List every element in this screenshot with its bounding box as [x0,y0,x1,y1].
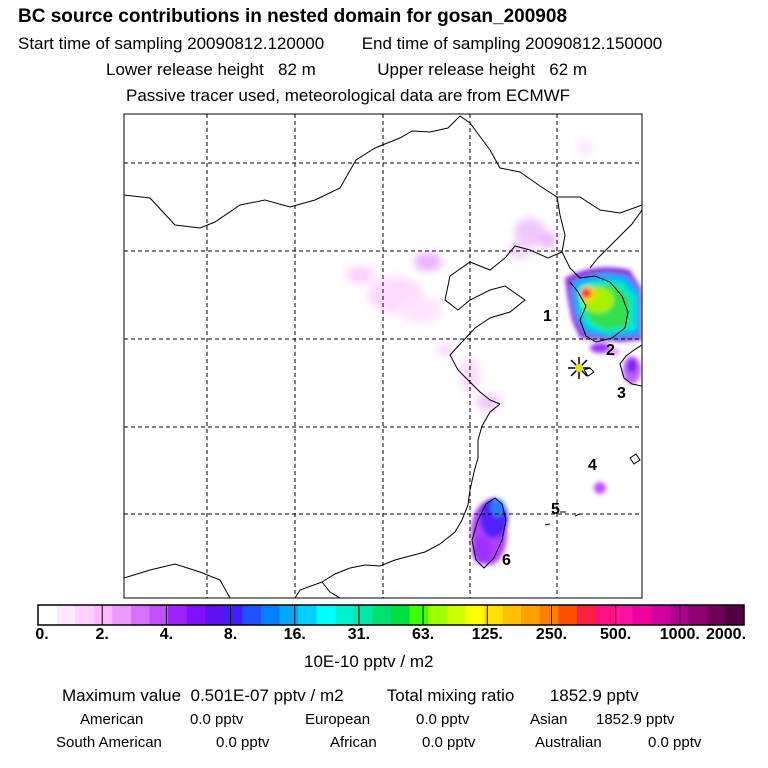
colorbar-cell [391,605,411,625]
colorbar-cell [539,605,559,625]
region-asian-name: Asian [530,711,568,728]
colorbar-cell [75,605,95,625]
receptor-marker-gosan [568,357,590,379]
colorbar-cell [428,605,448,625]
colorbar-tick-label: 8. [223,626,238,643]
summary-max-row: Maximum value 0.501E-07 pptv / m2 Total … [62,686,639,706]
upper-height-label: Upper release height [377,60,536,79]
colorbar-tick-label: 2000. [705,626,747,643]
colorbar-cell [298,605,318,625]
total-mixing-label: Total mixing ratio [386,686,515,705]
colorbar-cell [168,605,188,625]
colorbar-cell [409,605,429,625]
region-label-3: 3 [617,385,626,402]
colorbar-cell [521,605,541,625]
colorbar-cell [242,605,262,625]
colorbar-cell [502,605,522,625]
region-european-name: European [305,711,371,728]
max-value-label: Maximum value [62,686,182,705]
contribution-map: 1 2 3 4 5 6 [123,113,643,599]
colorbar-cell [38,605,58,625]
colorbar-tick-label: 4. [159,626,174,643]
map-gridlines [124,114,642,598]
colorbar-cell [595,605,615,625]
colorbar-cell [316,605,336,625]
region-african-value: 0.0 pptv [422,734,476,751]
colorbar [37,604,745,626]
colorbar-cell [446,605,466,625]
total-mixing-value: 1852.9 pptv [549,686,639,705]
colorbar-cell [613,605,634,625]
colorbar-cell [93,605,113,625]
release-height-row: Lower release height 82 m Upper release … [106,60,587,80]
region-south-american-name: South American [56,734,162,751]
colorbar-cell [260,605,281,625]
tracer-note: Passive tracer used, meteorological data… [126,86,571,105]
sampling-time-row: Start time of sampling 20090812.120000 E… [18,34,662,54]
colorbar-cell [335,605,355,625]
colorbar-tick-label: 2. [95,626,109,643]
upper-height-value: 62 m [549,60,588,79]
colorbar-frame [37,604,745,626]
lower-height-value: 82 m [278,60,316,79]
region-australian-name: Australian [535,734,602,751]
region-european-value: 0.0 pptv [416,711,470,728]
colorbar-tick-label: 250. [535,626,568,643]
colorbar-cell [372,605,392,625]
colorbar-cell [669,605,689,625]
colorbar-cell [651,605,671,625]
colorbar-cell [130,605,151,625]
plot-title: BC source contributions in nested domain… [18,6,568,27]
colorbar-cell [353,605,374,625]
region-american-value: 0.0 pptv [190,711,244,728]
colorbar-tick-label: 16. [283,626,306,643]
end-time-label: End time of sampling 20090812.150000 [361,34,663,53]
region-label-1: 1 [543,308,552,325]
region-asian-value: 1852.9 pptv [596,711,675,728]
colorbar-tick-label: 63. [411,626,435,643]
lower-height-label: Lower release height [106,60,264,79]
map-frame [123,113,643,599]
colorbar-tick-label: 125. [471,626,503,643]
colorbar-cell [149,605,169,625]
colorbar-tick-label: 0. [35,626,49,643]
start-time-label: Start time of sampling 20090812.120000 [18,34,325,53]
colorbar-tick-label: 1000. [659,626,700,643]
coastlines [124,115,642,598]
region-australian-value: 0.0 pptv [648,734,702,751]
colorbar-cell [186,605,206,625]
colorbar-tick-label: 31. [347,626,371,643]
colorbar-cell [688,605,708,625]
region-american-name: American [80,711,144,728]
colorbar-cell [483,605,504,625]
colorbar-cell [706,605,727,625]
colorbar-cell [725,605,745,625]
colorbar-cell [558,605,578,625]
colorbar-cell [112,605,132,625]
colorbar-cell [205,605,225,625]
region-label-6: 6 [502,552,511,569]
colorbar-cell [223,605,243,625]
colorbar-cell [56,605,76,625]
colorbar-cell [576,605,596,625]
colorbar-tick-label: 500. [600,626,632,643]
max-value: 0.501E-07 pptv / m2 [190,686,344,705]
colorbar-cell [465,605,485,625]
region-african-name: African [330,734,377,751]
region-label-5: 5 [551,501,560,518]
colorbar-cell [279,605,299,625]
region-label-2: 2 [606,342,615,359]
colorbar-cell [632,605,652,625]
region-label-4: 4 [588,457,597,474]
colorbar-unit: 10E-10 pptv / m2 [304,652,434,671]
region-south-american-value: 0.0 pptv [216,734,270,751]
